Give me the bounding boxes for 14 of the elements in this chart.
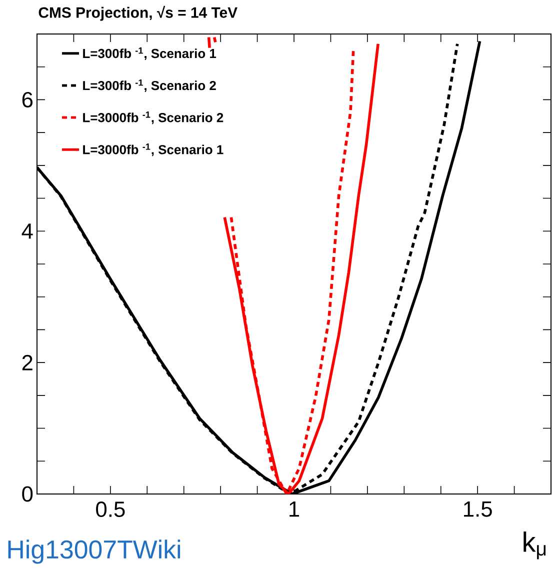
y-tick-label: 2 bbox=[22, 354, 32, 370]
y-tick-label: 6 bbox=[22, 92, 33, 108]
legend-label: L=3000fb $^{-1}$, Scenario 1 bbox=[83, 144, 224, 156]
x-axis-title: k$_{μ}$ bbox=[524, 532, 546, 560]
y-tick-label: 0 bbox=[22, 486, 33, 502]
y-tick-label: 4 bbox=[22, 224, 33, 239]
x-tick-label: 1 bbox=[290, 502, 300, 517]
legend-label: L=300fb $^{-1}$, Scenario 2 bbox=[83, 79, 216, 92]
x-tick-label: 1.5 bbox=[464, 502, 492, 517]
chart-title: CMS Projection, √s = 14 TeV bbox=[38, 6, 238, 21]
legend-label: L=300fb $^{-1}$, Scenario 1 bbox=[83, 47, 216, 60]
legend-label: L=3000fb $^{-1}$, Scenario 2 bbox=[83, 111, 224, 124]
x-tick-label: 0.5 bbox=[96, 502, 125, 518]
text: Hig13007TWiki bbox=[8, 540, 180, 564]
